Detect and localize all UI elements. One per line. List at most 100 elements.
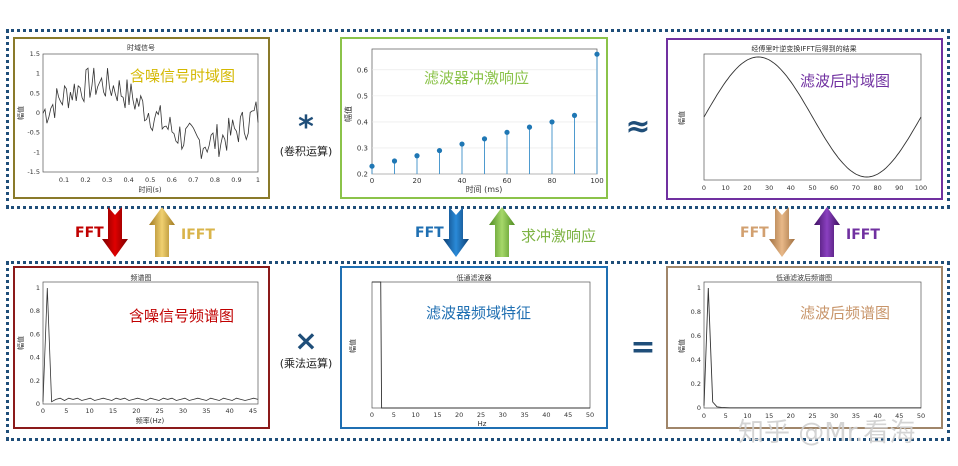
impulse-response-label: 求冲激响应 <box>521 227 597 245</box>
p4-y-tick: 0 <box>36 400 40 408</box>
p5-inner-title: 低通滤波器 <box>457 273 492 282</box>
p2-xlabel: 时间 (ms) <box>466 184 503 194</box>
p2-ylabel: 幅值 <box>343 106 353 122</box>
p1-y-tick: -1.5 <box>27 168 40 176</box>
p6-y-tick: 0.2 <box>691 380 701 388</box>
p1-y-tick: 1 <box>36 70 40 78</box>
p6-y-tick: 0.8 <box>691 308 701 316</box>
noisy-spectrum-line <box>42 287 259 403</box>
ifft-up-arrow-left <box>149 207 175 257</box>
approx-symbol: ≈ <box>625 109 651 144</box>
p4-x-tick: 45 <box>249 407 257 415</box>
p6-y-tick: 0.6 <box>691 332 701 340</box>
p5-ylabel: 幅值 <box>348 339 357 353</box>
p1-x-tick: 0.8 <box>210 176 220 184</box>
p1-x-tick: 0.2 <box>80 176 90 184</box>
p1-x-tick: 0.3 <box>102 176 112 184</box>
p6-inner-title: 低通滤波后频谱图 <box>776 273 832 282</box>
noisy-signal-line <box>42 67 259 159</box>
p2-x-tick: 20 <box>413 177 422 185</box>
impulse-point <box>594 51 600 57</box>
p6-x-tick: 50 <box>917 412 925 420</box>
p2-y-ticks: 0.6 0.5 0.4 0.3 0.2 <box>357 66 369 178</box>
p1-x-tick: 0.4 <box>123 176 133 184</box>
p1-y-tick: 1.5 <box>30 50 40 58</box>
p5-x-tick: 0 <box>370 411 374 419</box>
p6-x-tick: 30 <box>830 412 838 420</box>
impulse-point <box>436 147 443 154</box>
p3-inner-title: 经傅里叶逆变换IFFT后得到的结果 <box>751 44 856 53</box>
p6-x-tick: 15 <box>765 412 773 420</box>
p4-x-tick: 20 <box>132 407 140 415</box>
ifft-label-right: IFFT <box>846 227 880 243</box>
p5-x-ticks: 0 5 10 15 20 25 30 35 40 45 50 <box>370 411 594 419</box>
impulse-point <box>571 112 578 119</box>
filter-frequency-plot: 低通滤波器 0 5 10 15 20 25 30 35 40 45 50 幅值 Hz <box>348 273 594 427</box>
p2-y-tick: 0.2 <box>357 171 368 179</box>
p1-y-tick: -0.5 <box>27 129 40 137</box>
p5-x-tick: 10 <box>411 411 419 419</box>
fft-label-middle: FFT <box>415 225 444 241</box>
p6-y-tick: 1 <box>697 284 701 292</box>
p1-y-tick: -1 <box>34 148 40 156</box>
impulse-up-arrow-middle <box>489 207 515 257</box>
p1-xlabel: 时间(s) <box>138 185 161 194</box>
p4-y-tick: 0.2 <box>30 377 40 385</box>
filtered-spectrum-plot: 低通滤波后频谱图 1 0.8 0.6 0.4 0.2 0 0 5 10 15 20 25 30 35 40… <box>677 273 925 420</box>
p4-y-ticks: 1 0.8 0.6 0.4 0.2 0 <box>30 284 40 408</box>
impulse-point <box>369 163 375 169</box>
lowpass-response-line <box>372 281 590 409</box>
time-domain-row-frame <box>6 29 950 209</box>
p6-x-tick: 45 <box>895 412 903 420</box>
multiplication-note: (乘法运算) <box>279 357 333 370</box>
p6-x-tick: 20 <box>787 412 795 420</box>
impulse-point <box>526 124 533 130</box>
p6-y-tick: 0.4 <box>691 356 701 364</box>
impulse-point <box>391 158 398 164</box>
p6-y-tick: 0 <box>697 404 701 412</box>
p5-x-tick: 15 <box>433 411 441 419</box>
p3-overlay-label: 滤波后时域图 <box>800 72 891 90</box>
p3-x-tick: 20 <box>743 184 751 192</box>
p5-overlay-label: 滤波器频域特征 <box>426 304 532 322</box>
filter-frequency-panel: 低通滤波器 0 5 10 15 20 25 30 35 40 45 50 幅值 Hz 滤波器频域特征 <box>340 266 608 429</box>
p6-x-tick: 0 <box>702 412 706 420</box>
p2-y-tick: 0.5 <box>357 92 368 100</box>
p4-y-tick: 0.4 <box>30 354 40 362</box>
p3-x-tick: 10 <box>722 184 730 192</box>
p2-x-tick: 100 <box>590 177 603 185</box>
p1-x-tick: 1 <box>256 176 260 184</box>
p4-x-tick: 5 <box>64 407 68 415</box>
p5-x-tick: 20 <box>455 411 463 419</box>
p3-x-tick: 60 <box>830 184 838 192</box>
equals-operator: = <box>618 333 668 363</box>
filtered-spectrum-panel: 低通滤波后频谱图 1 0.8 0.6 0.4 0.2 0 0 5 10 15 20 25 30 35 40… <box>666 266 943 429</box>
impulse-point <box>504 129 510 135</box>
ifft-label-left: IFFT <box>181 227 215 243</box>
p3-x-tick: 50 <box>808 184 816 192</box>
p3-x-tick: 100 <box>915 184 927 192</box>
p2-x-tick: 80 <box>548 177 557 185</box>
p5-x-tick: 25 <box>477 411 485 419</box>
p5-x-tick: 50 <box>586 411 594 419</box>
p6-x-tick: 5 <box>724 412 728 420</box>
p1-x-tick: 0.7 <box>188 176 198 184</box>
p3-ylabel: 幅值 <box>677 111 686 125</box>
impulse-point <box>459 141 465 147</box>
p6-x-ticks: 0 5 10 15 20 25 30 35 40 45 50 <box>702 412 925 420</box>
p1-x-tick: 0.1 <box>59 176 69 184</box>
p1-x-tick: 0.9 <box>231 176 241 184</box>
p4-y-tick: 1 <box>36 284 40 292</box>
p6-x-tick: 35 <box>852 412 860 420</box>
p4-x-tick: 0 <box>41 407 45 415</box>
p6-x-tick: 25 <box>808 412 816 420</box>
p6-ylabel: 幅值 <box>677 339 686 353</box>
p5-x-tick: 40 <box>542 411 550 419</box>
p5-x-tick: 35 <box>520 411 528 419</box>
filtered-time-panel: 经傅里叶逆变换IFFT后得到的结果 0 10 20 30 40 50 60 70 80 90 100… <box>666 38 943 200</box>
p3-x-tick: 0 <box>702 184 706 192</box>
p1-x-ticks: 0.1 0.2 0.3 0.4 0.5 0.6 0.7 0.8 0.9 1 <box>59 176 260 184</box>
filtered-spectrum-line <box>703 287 921 409</box>
filter-impulse-plot: 0.6 0.5 0.4 0.3 0.2 0 20 40 60 80 100 幅值 时间 (ms) <box>343 48 604 194</box>
impulse-point <box>481 136 488 142</box>
